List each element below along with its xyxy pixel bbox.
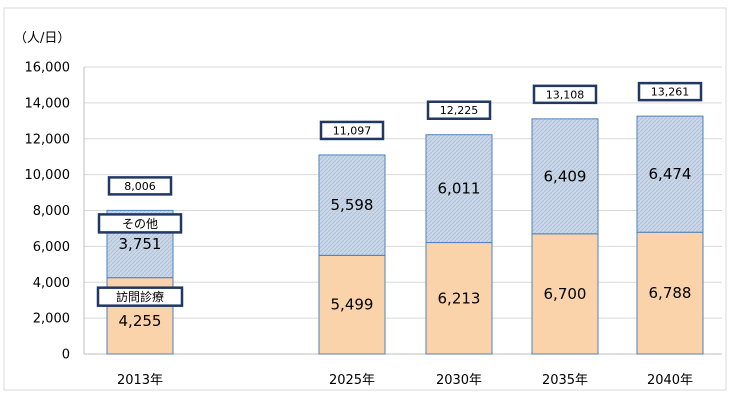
y-tick-label: 16,000	[25, 61, 71, 76]
y-tick-label: 12,000	[25, 132, 71, 147]
x-category-label: 2040年	[647, 373, 693, 388]
data-label-other: 6,409	[544, 167, 587, 185]
bar-segment-home-visit	[318, 254, 386, 355]
y-tick-label: 14,000	[25, 96, 71, 111]
y-tick-label: 4,000	[33, 276, 70, 291]
data-label-home-visit: 5,499	[331, 296, 374, 314]
x-category-label: 2030年	[436, 373, 482, 388]
x-category-label: 2013年	[117, 373, 163, 388]
legend-box-other	[97, 213, 183, 234]
legend-label-other: その他	[122, 217, 158, 231]
x-category-label: 2035年	[542, 373, 588, 388]
legend-label-home-visit: 訪問診療	[116, 289, 164, 304]
data-label-total: 13,261	[651, 86, 690, 99]
chart-frame	[3, 7, 727, 391]
bar-segment-home-visit	[425, 242, 493, 355]
bar-segment-other	[318, 154, 386, 256]
data-label-total: 13,108	[546, 88, 585, 101]
y-tick-label: 0	[62, 348, 70, 363]
bar-segment-other	[636, 115, 704, 233]
bar-segment-home-visit	[636, 231, 704, 355]
data-label-total: 8,006	[124, 180, 156, 193]
total-label-box	[532, 84, 598, 105]
data-label-home-visit: 6,700	[544, 285, 587, 303]
y-tick-label: 6,000	[33, 240, 70, 255]
y-unit-label: （人/日）	[14, 31, 70, 46]
total-label-box	[637, 81, 703, 102]
bar-segment-other	[531, 118, 599, 235]
data-label-total: 11,097	[333, 124, 372, 137]
total-label-box	[319, 120, 385, 141]
total-label-box	[107, 176, 173, 196]
y-tick-label: 10,000	[25, 168, 71, 183]
bar-segment-other	[425, 134, 493, 244]
data-label-total: 12,225	[440, 104, 479, 117]
x-category-label: 2025年	[329, 373, 375, 388]
bar-segment-home-visit	[531, 233, 599, 355]
data-label-home-visit: 6,213	[438, 289, 481, 307]
legend-box-home-visit	[96, 286, 184, 307]
data-label-other: 6,474	[649, 165, 692, 183]
data-label-other: 3,751	[119, 235, 162, 253]
y-tick-label: 8,000	[33, 204, 70, 219]
total-label-box	[426, 100, 492, 120]
y-tick-label: 2,000	[33, 312, 70, 327]
data-label-other: 6,011	[438, 180, 481, 198]
data-label-home-visit: 4,255	[119, 312, 162, 330]
data-label-home-visit: 6,788	[649, 284, 692, 302]
data-label-other: 5,598	[331, 196, 374, 214]
